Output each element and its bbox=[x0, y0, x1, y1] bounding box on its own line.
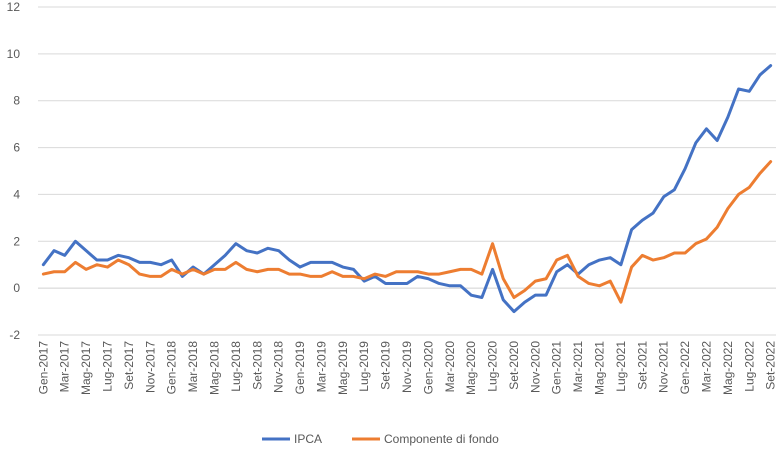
x-axis: Gen-2017 Mar-2017 Mag-2017 Lug-2017 Set-2017… bbox=[36, 341, 777, 395]
x-tick-label: Set-2022 bbox=[764, 341, 778, 390]
x-tick-label: Lug-2021 bbox=[614, 341, 628, 392]
x-tick-label: Set-2019 bbox=[379, 341, 393, 390]
legend: IPCA Componente di fondo bbox=[262, 432, 499, 446]
x-tick-label: Mar-2021 bbox=[571, 341, 585, 393]
x-tick-label: Lug-2022 bbox=[742, 341, 756, 392]
x-tick-label: Gen-2017 bbox=[36, 341, 50, 395]
y-axis: -2 0 2 4 6 8 10 12 bbox=[7, 0, 21, 342]
x-tick-label: Nov-2017 bbox=[143, 341, 157, 393]
x-tick-label: Set-2017 bbox=[122, 341, 136, 390]
x-tick-label: Gen-2018 bbox=[165, 341, 179, 395]
x-tick-label: Mar-2022 bbox=[699, 341, 713, 393]
legend-label: IPCA bbox=[294, 432, 322, 446]
x-tick-label: Mag-2020 bbox=[464, 341, 478, 395]
x-tick-label: Mar-2017 bbox=[58, 341, 72, 393]
y-tick-label: 6 bbox=[13, 141, 20, 155]
x-tick-label: Mag-2021 bbox=[593, 341, 607, 395]
y-tick-label: 4 bbox=[13, 187, 20, 201]
x-tick-label: Mag-2022 bbox=[721, 341, 735, 395]
x-tick-label: Gen-2019 bbox=[293, 341, 307, 395]
x-tick-label: Nov-2018 bbox=[272, 341, 286, 393]
y-tick-label: 8 bbox=[13, 94, 20, 108]
x-tick-label: Lug-2020 bbox=[486, 341, 500, 392]
x-tick-label: Nov-2020 bbox=[528, 341, 542, 393]
x-tick-label: Set-2018 bbox=[250, 341, 264, 390]
x-tick-label: Mag-2018 bbox=[207, 341, 221, 395]
x-tick-label: Nov-2019 bbox=[400, 341, 414, 393]
x-tick-label: Nov-2021 bbox=[657, 341, 671, 393]
legend-label: Componente di fondo bbox=[384, 432, 499, 446]
x-tick-label: Mag-2019 bbox=[336, 341, 350, 395]
gridlines bbox=[38, 6, 776, 336]
y-tick-label: 12 bbox=[7, 0, 21, 14]
x-tick-label: Lug-2018 bbox=[229, 341, 243, 392]
series-line-ipca bbox=[41, 64, 773, 314]
x-tick-label: Set-2021 bbox=[635, 341, 649, 390]
x-tick-label: Gen-2022 bbox=[678, 341, 692, 395]
x-tick-label: Gen-2021 bbox=[550, 341, 564, 395]
x-tick-label: Mag-2017 bbox=[79, 341, 93, 395]
y-tick-label: 0 bbox=[13, 281, 20, 295]
x-tick-label: Set-2020 bbox=[507, 341, 521, 390]
y-tick-label: -2 bbox=[9, 328, 20, 342]
x-tick-label: Lug-2019 bbox=[357, 341, 371, 392]
y-tick-label: 10 bbox=[7, 47, 21, 61]
x-tick-label: Mar-2018 bbox=[186, 341, 200, 393]
x-tick-label: Mar-2019 bbox=[314, 341, 328, 393]
x-tick-label: Mar-2020 bbox=[443, 341, 457, 393]
y-tick-label: 2 bbox=[13, 234, 20, 248]
x-tick-label: Lug-2017 bbox=[101, 341, 115, 392]
x-tick-label: Gen-2020 bbox=[421, 341, 435, 395]
series-line-componente-di-fondo bbox=[41, 160, 773, 304]
series-lines bbox=[41, 64, 773, 314]
